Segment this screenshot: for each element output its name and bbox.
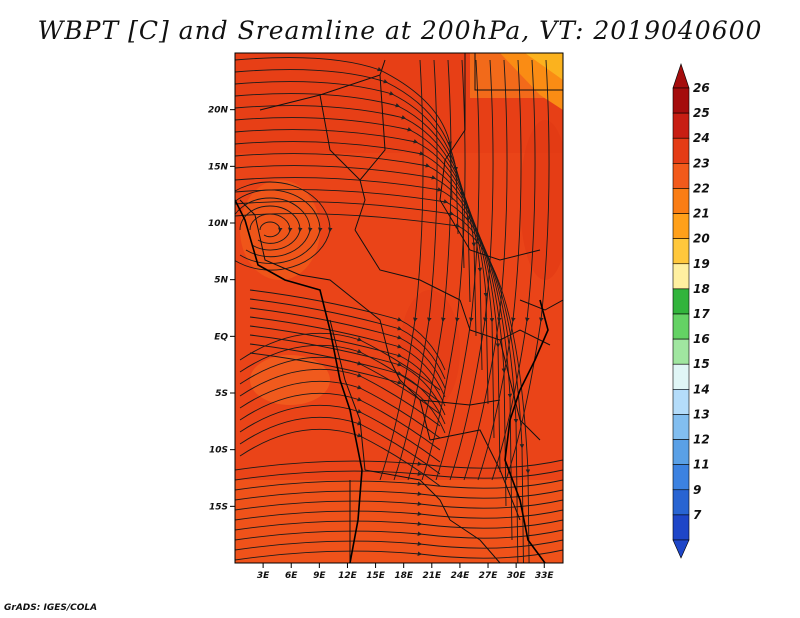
lon-tick-label: 30E <box>507 571 527 581</box>
lat-tick-label: 5S <box>215 389 228 399</box>
colorbar-swatch <box>673 188 689 213</box>
colorbar-label: 20 <box>693 232 710 246</box>
lon-tick-label: 3E <box>257 571 270 581</box>
colorbar-swatch <box>673 264 689 289</box>
colorbar-swatch <box>673 465 689 490</box>
lat-tick-label: 10N <box>208 219 229 229</box>
lon-axis: 3E 6E 9E 12E 15E 18E 21E 24E 27E 30E 33E <box>257 563 555 581</box>
map-panel <box>210 53 570 618</box>
colorbar-swatch <box>673 414 689 439</box>
lon-tick-label: 6E <box>285 571 298 581</box>
colorbar-swatch <box>673 364 689 389</box>
colorbar-swatch <box>673 88 689 113</box>
colorbar-label: 22 <box>693 181 710 195</box>
colorbar-swatch <box>673 138 689 163</box>
colorbar-max-arrow <box>673 64 689 88</box>
colorbar-label: 12 <box>693 433 710 447</box>
colorbar: 26 25 24 23 22 21 20 19 18 17 16 15 14 13 12 11 9 7 <box>673 64 710 558</box>
colorbar-swatch <box>673 239 689 264</box>
lat-axis: 20N 15N 10N 5N EQ 5S 10S 15S <box>208 106 235 513</box>
grads-credit: GrADS: IGES/COLA <box>4 603 97 613</box>
colorbar-label: 19 <box>693 257 710 271</box>
colorbar-swatch <box>673 289 689 314</box>
lon-tick-label: 33E <box>535 571 555 581</box>
colorbar-swatch <box>673 113 689 138</box>
lat-tick-label: 10S <box>209 446 228 456</box>
colorbar-label: 9 <box>693 483 701 497</box>
colorbar-swatch <box>673 490 689 515</box>
colorbar-label: 18 <box>693 282 710 296</box>
colorbar-swatch <box>673 214 689 239</box>
colorbar-swatch <box>673 339 689 364</box>
colorbar-label: 14 <box>693 382 710 396</box>
colorbar-label: 13 <box>693 407 710 421</box>
colorbar-label: 16 <box>693 332 710 346</box>
colorbar-label: 17 <box>693 307 710 321</box>
lon-tick-label: 12E <box>338 571 358 581</box>
colorbar-swatch <box>673 314 689 339</box>
lon-tick-label: 15E <box>366 571 386 581</box>
colorbar-min-arrow <box>673 540 689 558</box>
colorbar-label: 23 <box>693 156 710 170</box>
lat-tick-label: 15N <box>208 162 229 172</box>
colorbar-label: 7 <box>693 508 702 522</box>
lon-tick-label: 9E <box>313 571 326 581</box>
colorbar-label: 24 <box>693 131 710 145</box>
colorbar-swatch <box>673 440 689 465</box>
lon-tick-label: 21E <box>422 571 442 581</box>
colorbar-label: 26 <box>693 81 710 95</box>
colorbar-label: 25 <box>693 106 710 120</box>
lat-tick-label: EQ <box>214 332 228 342</box>
lon-tick-label: 18E <box>394 571 414 581</box>
lon-tick-label: 24E <box>451 571 471 581</box>
lat-tick-label: 15S <box>209 502 228 512</box>
colorbar-swatch <box>673 389 689 414</box>
colorbar-swatch <box>673 515 689 540</box>
colorbar-label: 15 <box>693 357 710 371</box>
lat-tick-label: 5N <box>214 276 228 286</box>
lon-tick-label: 27E <box>479 571 499 581</box>
colorbar-swatch <box>673 163 689 188</box>
colorbar-label: 21 <box>693 207 710 221</box>
colorbar-label: 11 <box>693 458 710 472</box>
lat-tick-label: 20N <box>208 106 229 116</box>
